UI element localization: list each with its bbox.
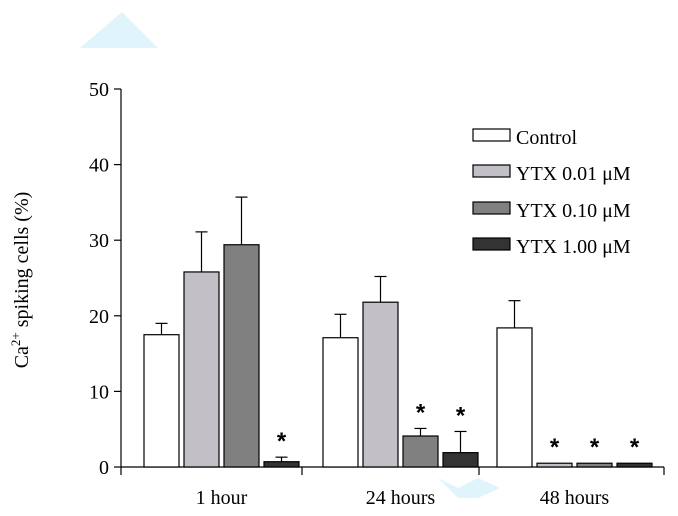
- y-axis-title-superscript: 2+: [8, 332, 23, 346]
- legend-label: YTX 0.10 μM: [516, 200, 631, 222]
- x-tick-label: 48 hours: [540, 487, 610, 509]
- bars: [143, 244, 653, 468]
- bar: [143, 334, 180, 468]
- y-axis-title: Ca2+ spiking cells (%): [8, 192, 33, 369]
- significance-star: *: [456, 402, 466, 429]
- legend-swatch: [472, 164, 511, 178]
- bar: [223, 244, 260, 468]
- bar: [402, 435, 439, 468]
- y-tick-label: 40: [89, 155, 109, 177]
- significance-star: *: [630, 434, 640, 461]
- x-tick-label: 24 hours: [366, 487, 436, 509]
- y-ticks: 0 10 20 30 40 50: [89, 79, 121, 479]
- bar: [616, 462, 653, 468]
- x-ticks: 1 hour 24 hours 48 hours: [120, 467, 665, 509]
- error-bars: [155, 196, 521, 462]
- legend-swatch: [472, 201, 511, 215]
- significance-star: *: [416, 399, 426, 426]
- y-tick-label: 0: [99, 457, 109, 479]
- bar: [362, 301, 399, 468]
- legend-label: Control: [516, 127, 578, 149]
- legend: Control YTX 0.01 μM YTX 0.10 μM YTX 1.00 μM: [472, 127, 631, 258]
- y-axis-title-part2: spiking cells (%): [11, 192, 33, 333]
- y-axis-title-part1: Ca: [11, 346, 33, 368]
- legend-swatch: [472, 128, 511, 142]
- bar: [442, 452, 479, 468]
- y-tick-label: 30: [89, 230, 109, 252]
- bar: [496, 327, 533, 468]
- bar: [322, 337, 359, 468]
- bar: [576, 462, 613, 468]
- bar: [536, 462, 573, 468]
- x-tick-label: 1 hour: [196, 487, 248, 509]
- legend-swatch: [472, 237, 511, 251]
- bar: [263, 461, 300, 468]
- watermark: [80, 12, 500, 498]
- legend-label: YTX 0.01 μM: [516, 163, 631, 185]
- legend-label: YTX 1.00 μM: [516, 236, 631, 258]
- significance-star: *: [277, 428, 287, 455]
- bar: [183, 271, 220, 468]
- y-tick-label: 20: [89, 306, 109, 328]
- significance-markers: * * * * * *: [277, 399, 640, 461]
- significance-star: *: [590, 434, 600, 461]
- y-tick-label: 10: [89, 381, 109, 403]
- y-tick-label: 50: [89, 79, 109, 101]
- significance-star: *: [550, 434, 560, 461]
